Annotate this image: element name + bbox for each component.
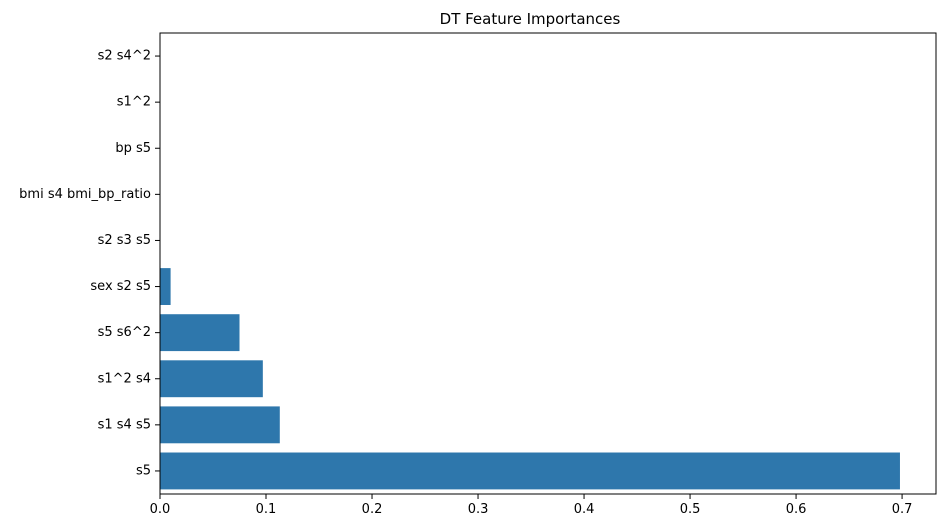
plot-area: s2 s4^2 s1^2 bp s5 bmi s4 bmi_bp_ratio s2 s3… — [19, 32, 937, 517]
bar — [160, 314, 240, 352]
x-tick-label: 0.6 — [786, 502, 807, 517]
x-tick-label: 0.3 — [468, 502, 489, 517]
x-tick-label: 0.2 — [362, 502, 383, 517]
bar — [160, 268, 171, 305]
bar — [160, 452, 900, 490]
x-tick-label: 0.5 — [680, 502, 701, 517]
x-tick-label: 0.0 — [150, 502, 171, 517]
bar — [160, 360, 263, 398]
axes-frame — [159, 32, 937, 495]
y-tick-label: bmi s4 bmi_bp_ratio — [19, 187, 151, 202]
x-tick-label: 0.1 — [256, 502, 277, 517]
y-tick-label: s2 s4^2 — [98, 49, 151, 64]
bar — [160, 406, 280, 444]
y-tick-label: s2 s3 s5 — [98, 233, 151, 248]
y-tick-label: sex s2 s5 — [90, 279, 151, 294]
x-tick-label: 0.7 — [892, 502, 913, 517]
y-tick-label: s1^2 — [117, 95, 151, 110]
y-tick-label: s1^2 s4 — [98, 371, 151, 386]
chart-title: DT Feature Importances — [440, 10, 621, 28]
x-tick-label: 0.4 — [574, 502, 595, 517]
y-tick-label: bp s5 — [115, 141, 151, 156]
y-tick-label: s5 s6^2 — [98, 325, 151, 340]
y-tick-label: s1 s4 s5 — [98, 417, 151, 432]
y-tick-label: s5 — [136, 463, 151, 478]
